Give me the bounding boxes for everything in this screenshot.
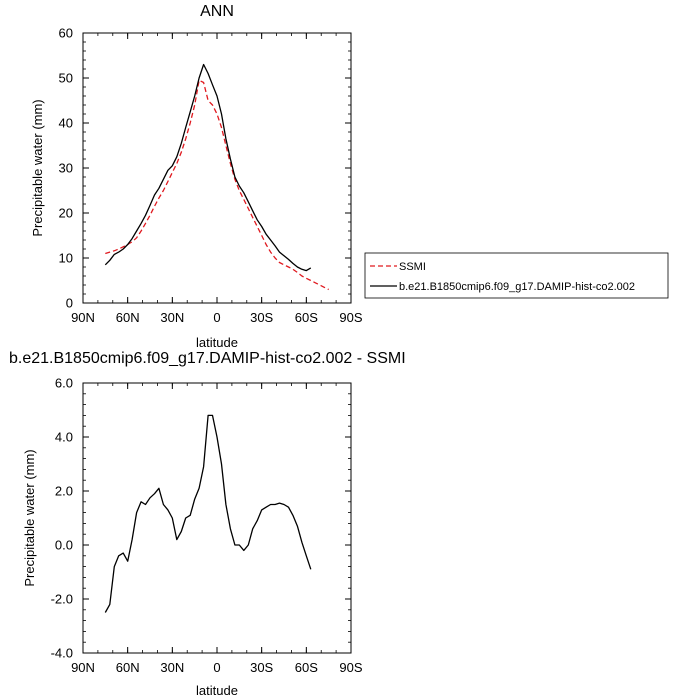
y-tick-label: 4.0 — [55, 430, 73, 445]
x-tick-label: 90N — [71, 660, 95, 675]
x-tick-label: 30N — [160, 310, 184, 325]
x-tick-label: 30S — [250, 660, 273, 675]
x-tick-label: 60S — [295, 660, 318, 675]
bottom-chart: b.e21.B1850cmip6.f09_g17.DAMIP-hist-co2.… — [9, 350, 406, 698]
x-tick-label: 60N — [116, 660, 140, 675]
bottom-x-ticks: 90N 60N 30N 0 30S 60S 90S — [71, 383, 363, 675]
bottom-series — [104, 414, 312, 613]
y-tick-label: -4.0 — [51, 646, 73, 661]
legend-label-ssmi: SSMI — [399, 261, 426, 273]
series-line-ssmi — [105, 79, 329, 291]
top-chart: ANN 0 10 20 30 40 50 60 90N 60N 30N 0 30S 60S 90S la… — [30, 3, 363, 350]
legend-label-model: b.e21.B1850cmip6.f09_g17.DAMIP-hist-co2.… — [399, 281, 635, 293]
x-tick-label: 90N — [71, 310, 95, 325]
series-line-difference — [104, 414, 312, 613]
y-tick-label: 60 — [59, 26, 73, 41]
x-tick-label: 90S — [339, 660, 362, 675]
y-tick-label: 10 — [59, 251, 73, 266]
x-tick-label: 30S — [250, 310, 273, 325]
y-tick-label: 2.0 — [55, 484, 73, 499]
legend: SSMI b.e21.B1850cmip6.f09_g17.DAMIP-hist… — [364, 252, 669, 299]
y-tick-label: 6.0 — [55, 376, 73, 391]
legend-box — [364, 252, 669, 299]
y-tick-label: 40 — [59, 116, 73, 131]
top-y-axis-title: Precipitable water (mm) — [30, 99, 45, 236]
bottom-plot-frame — [82, 382, 352, 654]
y-tick-label: 0 — [66, 296, 73, 311]
top-chart-title: ANN — [200, 3, 234, 20]
bottom-y-ticks: -4.0 -2.0 0.0 2.0 4.0 6.0 — [51, 376, 351, 661]
series-line-model — [104, 63, 312, 272]
y-tick-label: 30 — [59, 161, 73, 176]
x-tick-label: 90S — [339, 310, 362, 325]
bottom-chart-title: b.e21.B1850cmip6.f09_g17.DAMIP-hist-co2.… — [9, 350, 406, 367]
y-tick-label: 0.0 — [55, 538, 73, 553]
top-x-axis-title: latitude — [196, 335, 238, 350]
x-tick-label: 60N — [116, 310, 140, 325]
top-plot-frame — [82, 32, 352, 304]
x-tick-label: 30N — [160, 660, 184, 675]
x-tick-label: 0 — [213, 660, 220, 675]
top-x-ticks: 90N 60N 30N 0 30S 60S 90S — [71, 33, 363, 325]
top-series — [104, 63, 329, 291]
x-tick-label: 0 — [213, 310, 220, 325]
bottom-x-axis-title: latitude — [196, 683, 238, 698]
y-tick-label: 20 — [59, 206, 73, 221]
y-tick-label: -2.0 — [51, 592, 73, 607]
x-tick-label: 60S — [295, 310, 318, 325]
bottom-y-axis-title: Precipitable water (mm) — [22, 449, 37, 586]
y-tick-label: 50 — [59, 71, 73, 86]
top-y-ticks: 0 10 20 30 40 50 60 — [59, 26, 351, 311]
